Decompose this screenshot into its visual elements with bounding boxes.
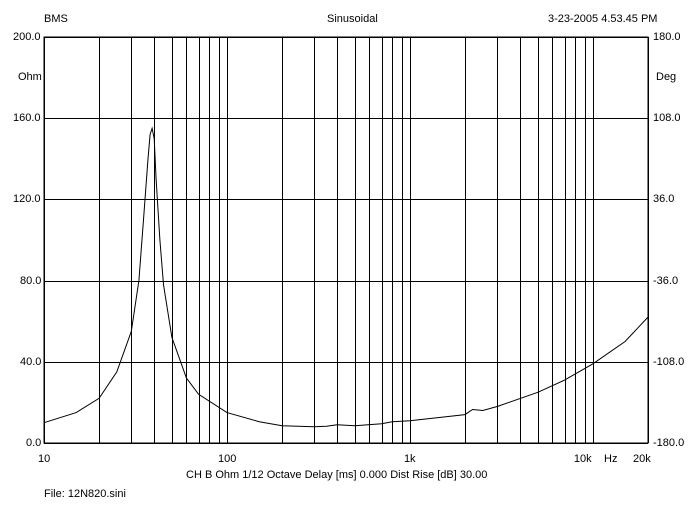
y-tick-label: 40.0 [20, 355, 42, 368]
y-tick-label: 160.0 [13, 112, 41, 125]
y2-tick-label: -108.0 [653, 355, 685, 368]
header-app-name: BMS [44, 13, 68, 25]
file-name: File: 12N820.sini [44, 488, 126, 500]
x-tick-label: 20k [633, 453, 651, 465]
measurement-settings: CH B Ohm 1/12 Octave Delay [ms] 0.000 Di… [186, 469, 488, 481]
x-tick-label: 1k [403, 453, 416, 465]
chart-grid [44, 37, 649, 444]
y-axis-unit-label: Ohm [18, 71, 42, 83]
y2-tick-label: 180.0 [653, 31, 681, 43]
y-tick-label: 200.0 [13, 31, 41, 43]
x-tick-label: 10k [573, 453, 592, 465]
y2-tick-label: -36.0 [653, 274, 679, 287]
plot-frame [43, 36, 649, 444]
y2-tick-label: 108.0 [653, 112, 681, 125]
x-tick-label: 100 [217, 453, 237, 465]
impedance-curve [43, 126, 649, 428]
y-tick-label: 0.0 [26, 437, 42, 449]
y2-tick-label: 36.0 [653, 193, 675, 206]
header-measurement-mode: Sinusoidal [327, 13, 378, 25]
x-tick-label: 10 [38, 453, 51, 465]
y-tick-label: 120.0 [13, 193, 41, 206]
y2-axis-unit-label: Deg [656, 71, 677, 83]
y-tick-label: 80.0 [20, 274, 42, 287]
header-timestamp: 3-23-2005 4.53.45 PM [548, 13, 658, 25]
x-axis-unit-label: Hz [604, 453, 618, 465]
y2-tick-label: -180.0 [653, 437, 685, 449]
